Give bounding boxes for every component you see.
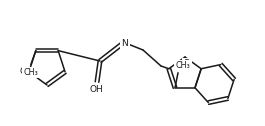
Text: CH₃: CH₃	[176, 61, 190, 70]
Text: O: O	[19, 67, 26, 76]
Text: OH: OH	[89, 85, 103, 93]
Text: N: N	[122, 39, 128, 48]
Text: CH₃: CH₃	[24, 68, 38, 77]
Text: S: S	[183, 59, 189, 69]
